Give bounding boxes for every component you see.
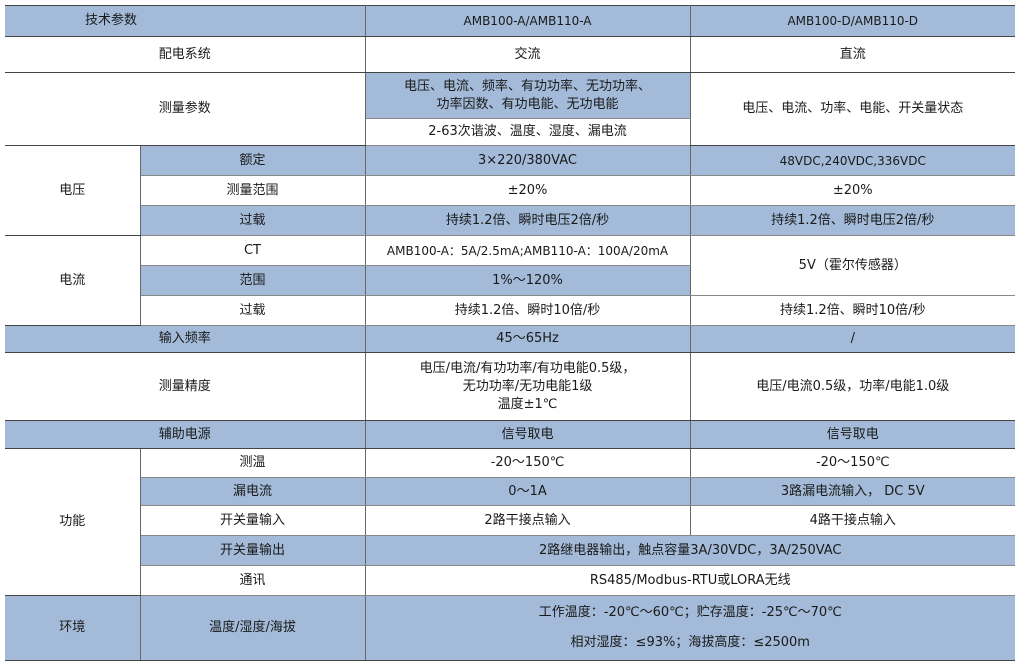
row-label: 额定	[139, 145, 366, 176]
cell-a: 电压/电流/有功功率/有功电能0.5级， 无功功率/无功电能1级 温度±1℃	[364, 352, 691, 421]
cell-d: 5V（霍尔传感器）	[689, 235, 1016, 296]
cell-a: 交流	[364, 36, 691, 73]
table-row: 输入频率 45～65Hz /	[5, 325, 1016, 353]
row-label: 过载	[140, 295, 366, 326]
table-row: 测量参数 电压、电流、频率、有功功率、无功功率、 功率因数、有功电能、无功电能 电…	[5, 72, 1016, 146]
row-label: 输入频率	[5, 325, 366, 353]
table-row: 功能 测温 -20～150℃ -20～150℃	[5, 448, 1016, 596]
cell-d: 直流	[689, 36, 1016, 73]
table-row: 过载 持续1.2倍、瞬时10倍/秒 持续1.2倍、瞬时10倍/秒	[5, 295, 1016, 326]
cell-a: -20～150℃	[364, 448, 691, 478]
row-label: 开关量输入	[140, 505, 366, 536]
table-row: 辅助电源 信号取电 信号取电	[5, 420, 1016, 449]
row-label: 通讯	[140, 565, 366, 596]
header-col-d: AMB100-D/AMB110-D	[689, 5, 1016, 37]
cell-d: 4路干接点输入	[689, 505, 1016, 536]
table-row: 电压 额定 3×220/380VAC 48VDC,240VDC,336VDC	[5, 145, 1016, 236]
spec-table: 技术参数 AMB100-A/AMB110-A AMB100-D/AMB110-D…	[5, 5, 1016, 661]
row-label: 配电系统	[5, 36, 366, 73]
group-label: 电压	[5, 145, 141, 236]
table-row: 通讯 RS485/Modbus-RTU或LORA无线	[5, 565, 1016, 596]
cell-d: 电压/电流0.5级，功率/电能1.0级	[689, 352, 1016, 421]
cell-a: 持续1.2倍、瞬时10倍/秒	[364, 295, 691, 326]
cell-a: 信号取电	[364, 420, 691, 449]
table-row: 电流 CT AMB100-A：5A/2.5mA;AMB110-A：100A/20…	[5, 235, 1016, 326]
table-row: 环境 温度/湿度/海拔 工作温度：-20℃～60℃；贮存温度：-25℃～70℃ 相…	[5, 595, 1016, 661]
cell-d: 信号取电	[689, 420, 1016, 449]
header-param: 技术参数	[5, 5, 366, 37]
row-label: 过载	[140, 205, 366, 236]
header-row: 技术参数 AMB100-A/AMB110-A AMB100-D/AMB110-D	[5, 5, 1016, 37]
table-row: 开关量输出 2路继电器输出，触点容量3A/30VDC，3A/250VAC	[5, 535, 1016, 566]
table-row: 2-63次谐波、温度、湿度、漏电流	[5, 118, 1015, 146]
cell-d: /	[689, 325, 1016, 353]
group-label: 功能	[5, 448, 141, 596]
text-line: 电压/电流/有功功率/有功电能0.5级，	[419, 360, 636, 376]
table-row: 测量精度 电压/电流/有功功率/有功电能0.5级， 无功功率/无功电能1级 温度±1…	[5, 352, 1016, 421]
cell-d: ±20%	[689, 175, 1016, 206]
text-line: 无功功率/无功电能1级	[462, 378, 593, 394]
row-label: 测量范围	[140, 175, 366, 206]
cell-both: 工作温度：-20℃～60℃；贮存温度：-25℃～70℃ 相对湿度：≤93%；海拔高…	[364, 595, 1016, 661]
text-line: 电压、电流、频率、有功功率、无功功率、	[404, 78, 652, 94]
cell-a: 1%～120%	[364, 265, 691, 296]
cell-a: 3×220/380VAC	[364, 145, 691, 176]
cell-d: -20～150℃	[689, 448, 1016, 478]
group-label: 环境	[5, 595, 141, 661]
header-col-a: AMB100-A/AMB110-A	[364, 5, 691, 37]
cell-d: 48VDC,240VDC,336VDC	[689, 145, 1016, 176]
cell-a: 45～65Hz	[364, 325, 691, 353]
row-label: 开关量输出	[140, 535, 366, 566]
cell-both: RS485/Modbus-RTU或LORA无线	[364, 565, 1016, 596]
row-label: 温度/湿度/海拔	[139, 595, 366, 661]
cell-a: 持续1.2倍、瞬时电压2倍/秒	[364, 205, 691, 236]
table-row: 开关量输入 2路干接点输入 4路干接点输入	[5, 505, 1016, 536]
row-label: 漏电流	[140, 477, 366, 506]
table-row: 漏电流 0～1A 3路漏电流输入， DC 5V	[5, 477, 1016, 506]
cell-d: 持续1.2倍、瞬时电压2倍/秒	[689, 205, 1016, 236]
cell-a: 2-63次谐波、温度、湿度、漏电流	[365, 118, 691, 146]
cell-a: AMB100-A：5A/2.5mA;AMB110-A：100A/20mA	[364, 235, 691, 266]
text-line: 温度±1℃	[497, 396, 558, 412]
text-line: 功率因数、有功电能、无功电能	[436, 96, 619, 112]
row-label: 测量参数	[5, 72, 366, 146]
row-label: 测量精度	[5, 352, 366, 421]
cell-both: 2路继电器输出，触点容量3A/30VDC，3A/250VAC	[364, 535, 1016, 566]
cell-d: 3路漏电流输入， DC 5V	[689, 477, 1016, 506]
row-label: 测温	[139, 448, 366, 478]
row-label: 范围	[140, 265, 366, 296]
text-line: 相对湿度：≤93%；海拔高度：≤2500m	[570, 635, 810, 650]
cell-d: 持续1.2倍、瞬时10倍/秒	[689, 295, 1016, 326]
table-row: 过载 持续1.2倍、瞬时电压2倍/秒 持续1.2倍、瞬时电压2倍/秒	[5, 205, 1016, 236]
text-line: 工作温度：-20℃～60℃；贮存温度：-25℃～70℃	[538, 605, 842, 620]
row-label: 辅助电源	[5, 420, 366, 449]
cell-a: 电压、电流、频率、有功功率、无功功率、 功率因数、有功电能、无功电能	[364, 72, 691, 119]
table-row: 测量范围 ±20% ±20%	[5, 175, 1016, 206]
group-label: 电流	[5, 235, 141, 326]
cell-a: 0～1A	[364, 477, 691, 506]
table-row: 配电系统 交流 直流	[5, 36, 1016, 73]
cell-a: ±20%	[364, 175, 691, 206]
row-label: CT	[139, 235, 366, 266]
cell-a: 2路干接点输入	[364, 505, 691, 536]
cell-d: 电压、电流、功率、电能、开关量状态	[689, 72, 1016, 146]
